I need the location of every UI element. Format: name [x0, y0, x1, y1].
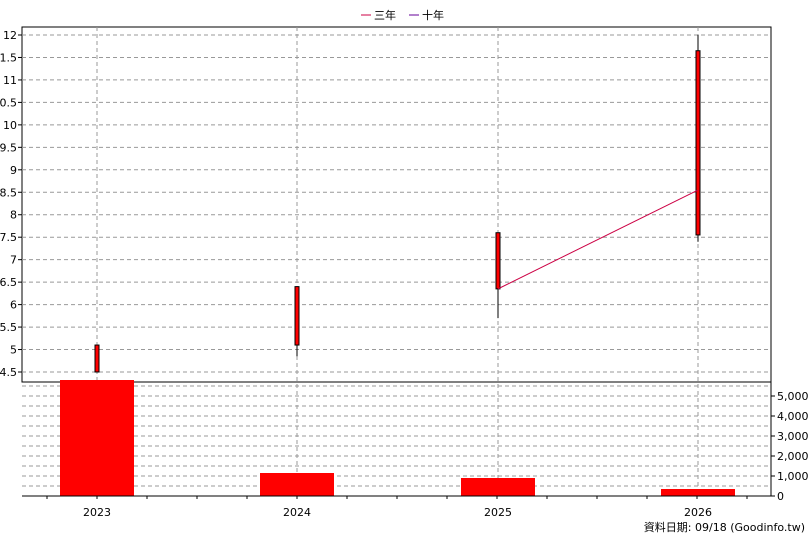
x-tick-label: 2026 [684, 506, 712, 519]
price-tick-label: 12 [3, 29, 17, 42]
price-tick-label: 9.5 [0, 141, 17, 154]
x-tick-label: 2025 [484, 506, 512, 519]
price-tick-label: 8.5 [0, 186, 17, 199]
volume-bar-2024 [260, 473, 334, 496]
volume-marks [60, 380, 735, 496]
price-marks [94, 35, 701, 373]
price-plot-area [21, 26, 772, 383]
candle-body-2026 [695, 50, 701, 236]
x-tick-label: 2023 [83, 506, 111, 519]
price-tick-label: 5 [10, 344, 17, 357]
volume-bar-2023 [60, 380, 134, 496]
price-tick-label: 5.5 [0, 321, 17, 334]
price-tick-label: 11 [3, 74, 17, 87]
price-tick-label: 7 [10, 254, 17, 267]
volume-tick-label: 5,000 [777, 390, 808, 403]
x-tick-label: 2024 [283, 506, 311, 519]
volume-tick-label: 4,000 [777, 410, 808, 423]
footer-source: 資料日期: 09/18 (Goodinfo.tw) [644, 520, 805, 534]
legend-label-10y: 十年 [422, 8, 444, 22]
volume-y-axis: 0 1,000 2,000 3,000 4,000 5,000 [771, 390, 808, 503]
legend: 三年 十年 [361, 8, 444, 22]
legend-label-3y: 三年 [374, 8, 396, 22]
price-tick-label: 7.5 [0, 231, 17, 244]
price-tick-label: 10 [3, 119, 17, 132]
volume-tick-label: 0 [777, 490, 784, 503]
price-tick-label: 10.5 [0, 96, 17, 109]
candle-body-2025 [495, 232, 501, 290]
price-tick-label: 6.5 [0, 276, 17, 289]
volume-grid [22, 384, 771, 497]
price-tick-label: 4.5 [0, 366, 17, 379]
volume-bar-2025 [461, 478, 535, 496]
series-line-3y [497, 189, 699, 290]
price-y-axis: 4.5 5 5.5 6 6.5 7 7.5 8 8.5 9 9.5 10 10.5 11 11.5 12 [0, 29, 22, 379]
volume-tick-label: 1,000 [777, 470, 808, 483]
price-grid [22, 27, 771, 382]
volume-tick-label: 3,000 [777, 430, 808, 443]
volume-bar-2026 [661, 489, 735, 496]
price-tick-label: 6 [10, 299, 17, 312]
candle-body-2023 [94, 344, 100, 373]
x-axis: 2023 2024 2025 2026 [46, 496, 748, 519]
price-tick-label: 9 [10, 164, 17, 177]
price-tick-label: 11.5 [0, 51, 17, 64]
volume-tick-label: 2,000 [777, 450, 808, 463]
price-tick-label: 8 [10, 209, 17, 222]
candle-body-2024 [294, 286, 300, 346]
